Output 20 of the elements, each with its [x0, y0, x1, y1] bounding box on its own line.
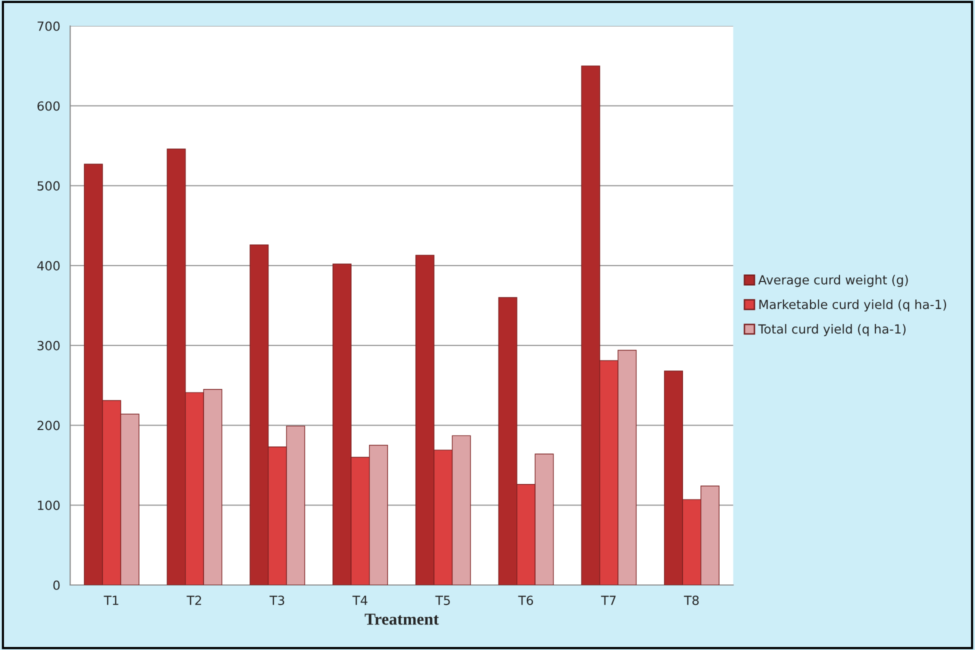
- y-tick-label: 600: [37, 101, 60, 111]
- x-tick-label: T3: [270, 596, 284, 606]
- y-tick-label: 700: [38, 21, 60, 31]
- x-tick-label: T5: [435, 596, 450, 606]
- legend-label: Total curd yield (q ha-1): [758, 324, 906, 336]
- legend-label: Average curd weight (g): [758, 274, 908, 287]
- y-tick-label: 300: [38, 340, 60, 350]
- x-axis-title: Treatment: [364, 614, 439, 625]
- x-tick-label: T7: [601, 596, 616, 605]
- x-tick-label: T6: [518, 596, 534, 606]
- y-tick-label: 0: [53, 580, 60, 590]
- y-tick-label: 500: [38, 181, 60, 191]
- y-tick-label: 100: [38, 500, 60, 510]
- legend-label: Marketable curd yield (q ha-1): [759, 299, 946, 312]
- x-tick-label: T4: [352, 596, 368, 605]
- y-tick-label: 400: [37, 261, 60, 270]
- x-tick-label: T2: [186, 596, 202, 605]
- y-tick-label: 200: [38, 420, 60, 430]
- x-tick-label: T1: [104, 596, 118, 605]
- x-tick-label: T8: [684, 596, 699, 606]
